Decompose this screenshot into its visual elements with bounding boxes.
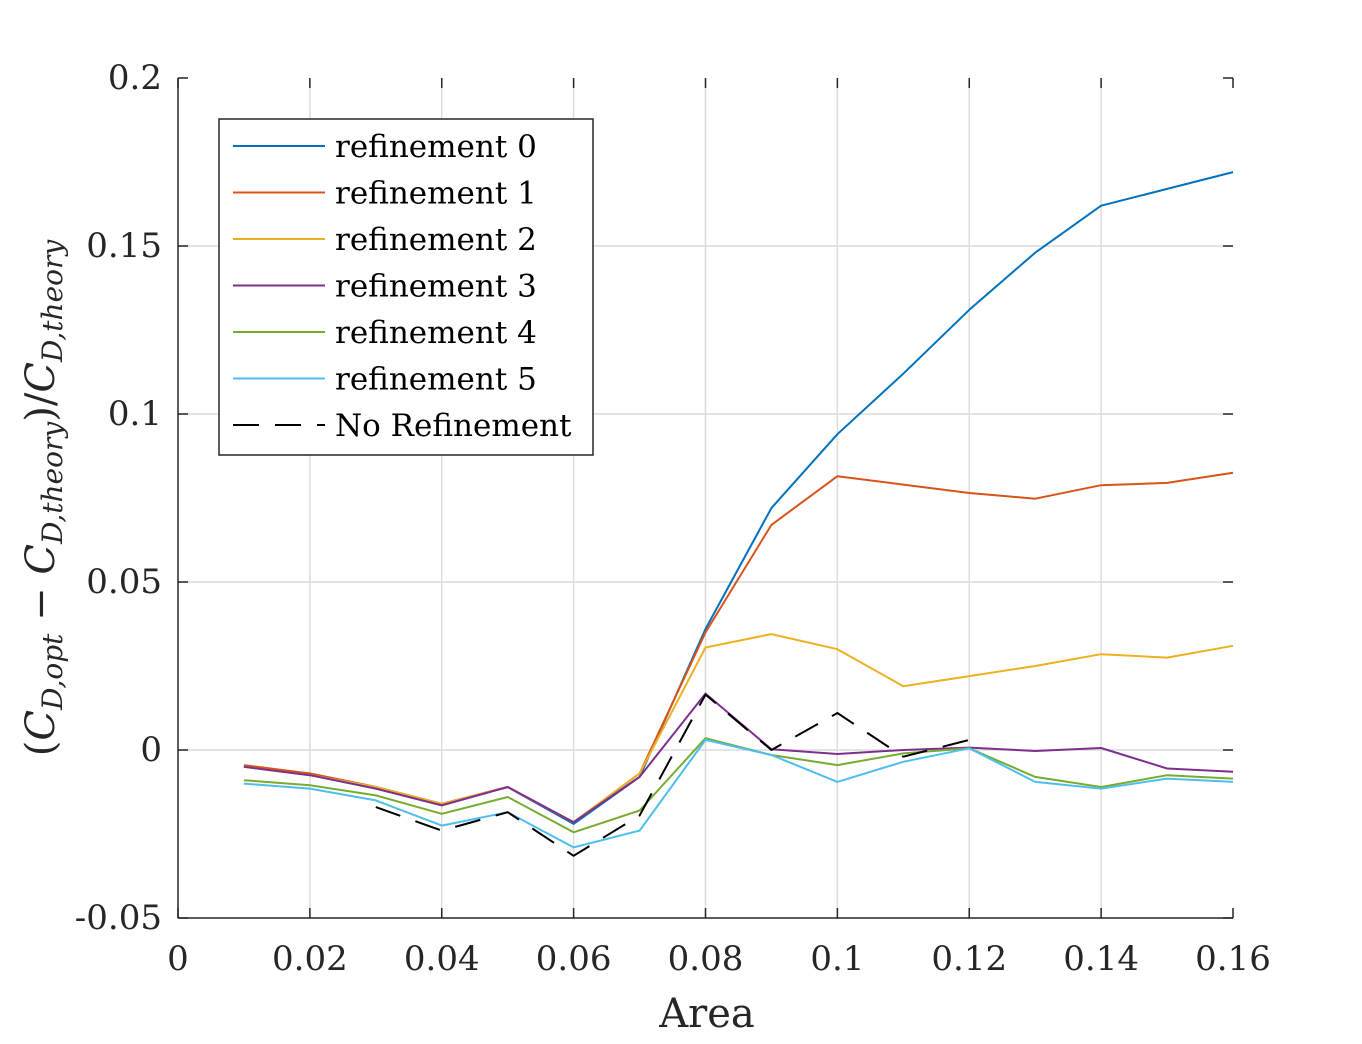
series-line-3 bbox=[243, 692, 1234, 824]
series-line-1 bbox=[243, 471, 1234, 824]
y-label-c2-sub: D,theory bbox=[36, 421, 69, 545]
y-tick-label: 0.2 bbox=[108, 58, 162, 98]
x-tick-label: 0.1 bbox=[810, 939, 864, 979]
y-label-c1: C bbox=[18, 710, 64, 741]
y-label-minus: − bbox=[18, 575, 64, 634]
y-tick-label: 0.05 bbox=[86, 562, 162, 602]
y-label-c2: C bbox=[18, 544, 64, 575]
y-label-close-div: )/ bbox=[18, 392, 64, 422]
y-axis-label: (CD,opt − CD,theory)/CD,theory bbox=[18, 239, 69, 757]
y-tick-label: 0.15 bbox=[86, 226, 162, 266]
legend-label: refinement 2 bbox=[335, 222, 537, 258]
legend-label: No Refinement bbox=[335, 408, 572, 444]
tick-labels: 0 0.02 0.04 0.06 0.08 0.1 0.12 0.14 0.16-0.0500.… bbox=[75, 58, 1271, 979]
x-tick-label: 0.16 bbox=[1195, 939, 1271, 979]
series-line-2 bbox=[243, 633, 1234, 824]
legend-label: refinement 5 bbox=[335, 362, 537, 398]
y-label-open: ( bbox=[18, 741, 64, 757]
series-lines bbox=[243, 171, 1234, 857]
x-tick-label: 0 bbox=[167, 939, 189, 979]
x-axis-label: Area bbox=[658, 991, 755, 1037]
x-tick-label: 0.04 bbox=[404, 939, 480, 979]
axes bbox=[177, 77, 1234, 919]
legend-label: refinement 0 bbox=[335, 129, 537, 165]
legend-label: refinement 4 bbox=[335, 315, 537, 351]
series-line-5 bbox=[243, 738, 1234, 849]
y-label-c1-sub: D,opt bbox=[36, 633, 69, 711]
y-label-c3: C bbox=[18, 362, 64, 393]
y-tick-label: 0 bbox=[140, 730, 162, 770]
x-tick-label: 0.08 bbox=[668, 939, 744, 979]
y-tick-label: 0.1 bbox=[108, 394, 162, 434]
series-line-6 bbox=[375, 693, 970, 857]
legend-label: refinement 3 bbox=[335, 269, 537, 305]
legend-items: refinement 0 refinement 1 refinement 2 refi… bbox=[233, 129, 572, 444]
x-tick-label: 0.14 bbox=[1063, 939, 1139, 979]
legend-box bbox=[218, 118, 594, 456]
legend: refinement 0 refinement 1 refinement 2 refi… bbox=[218, 118, 594, 456]
y-label-c3-sub: D,theory bbox=[36, 239, 69, 363]
series-line-4 bbox=[243, 737, 1234, 834]
legend-label: refinement 1 bbox=[335, 176, 537, 212]
x-tick-label: 0.02 bbox=[272, 939, 348, 979]
x-tick-label: 0.06 bbox=[536, 939, 612, 979]
y-tick-label: -0.05 bbox=[75, 898, 162, 938]
x-tick-label: 0.12 bbox=[931, 939, 1007, 979]
